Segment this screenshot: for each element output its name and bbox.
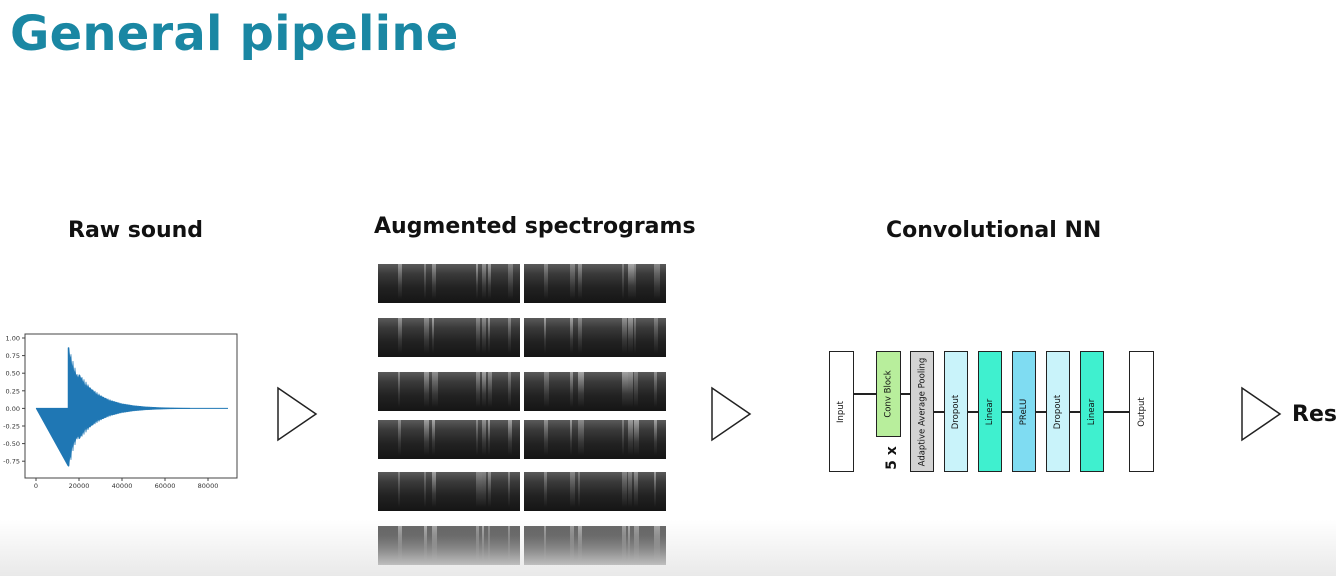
- layer-connector: [1036, 411, 1046, 413]
- spectrogram-image: [378, 318, 520, 357]
- nn-layer-linear: Linear: [1080, 351, 1104, 472]
- spectrogram-image: [378, 372, 520, 411]
- x-tick-label: 0: [34, 482, 38, 490]
- nn-layer-dropout: Dropout: [1046, 351, 1070, 472]
- repeat-label: 5 x: [883, 446, 900, 470]
- layer-connector: [1002, 411, 1012, 413]
- nn-layer-label: Input: [836, 400, 847, 423]
- x-tick-label: 20000: [69, 482, 90, 490]
- spectrogram-image: [378, 264, 520, 303]
- y-axis-ticks: 1.00 0.75 0.50 0.25 0.00 -0.25 -0.50 -0.75: [3, 335, 25, 466]
- nn-layer-label: Linear: [985, 398, 996, 425]
- nn-layer-label: Adaptive Average Pooling: [917, 357, 928, 466]
- raw-sound-label: Raw sound: [68, 218, 204, 243]
- spectrograms-label: Augmented spectrograms: [374, 214, 696, 239]
- nn-layer-label: Conv Block: [883, 370, 894, 418]
- page-title: General pipeline: [10, 6, 459, 62]
- nn-layer-prelu: PReLU: [1012, 351, 1036, 472]
- y-tick-label: 1.00: [6, 335, 20, 343]
- result-label: Resu: [1292, 402, 1336, 427]
- y-tick-label: 0.75: [6, 352, 20, 360]
- waveform-envelope: [35, 347, 191, 467]
- nn-layer-dropout: Dropout: [944, 351, 968, 472]
- cnn-label: Convolutional NN: [886, 218, 1102, 243]
- spectrogram-image: [378, 472, 520, 511]
- x-tick-label: 60000: [155, 482, 176, 490]
- spectrogram-image: [524, 420, 666, 459]
- nn-layer-linear: Linear: [978, 351, 1002, 472]
- nn-layer-label: Dropout: [951, 394, 961, 429]
- x-tick-label: 40000: [112, 482, 133, 490]
- bottom-fade: [0, 520, 1336, 576]
- arrow-3-icon: [1241, 386, 1282, 442]
- layer-connector: [934, 411, 944, 413]
- x-tick-label: 80000: [198, 482, 219, 490]
- arrow-1-icon: [277, 386, 318, 442]
- nn-layer-conv-block: Conv Block: [876, 351, 901, 437]
- layer-connector: [1104, 411, 1129, 413]
- nn-layer-output: Output: [1129, 351, 1154, 472]
- nn-layer-label: Output: [1136, 396, 1147, 427]
- layer-connector: [854, 393, 876, 395]
- y-tick-label: -0.50: [3, 440, 20, 448]
- y-tick-label: 0.00: [6, 405, 20, 413]
- spectrogram-image: [524, 318, 666, 357]
- y-tick-label: -0.25: [3, 423, 20, 431]
- nn-layer-input: Input: [829, 351, 854, 472]
- layer-connector: [1070, 411, 1080, 413]
- layer-connector: [901, 393, 910, 395]
- layer-connector: [968, 411, 978, 413]
- y-tick-label: 0.25: [6, 387, 20, 395]
- waveform-plot: 1.00 0.75 0.50 0.25 0.00 -0.25 -0.50 -0.75 0 200…: [3, 333, 238, 490]
- nn-layer-adaptive-average-pooling: Adaptive Average Pooling: [910, 351, 934, 472]
- spectrogram-image: [524, 472, 666, 511]
- spectrogram-image: [378, 420, 520, 459]
- y-tick-label: -0.75: [3, 458, 20, 466]
- nn-layer-label: PReLU: [1019, 398, 1030, 425]
- nn-layer-label: Linear: [1087, 398, 1098, 425]
- nn-layer-label: Dropout: [1053, 394, 1063, 429]
- spectrogram-image: [524, 372, 666, 411]
- spectrogram-image: [524, 264, 666, 303]
- x-axis-ticks: 0 20000 40000 60000 80000: [34, 478, 218, 490]
- arrow-2-icon: [711, 386, 752, 442]
- y-tick-label: 0.50: [6, 370, 20, 378]
